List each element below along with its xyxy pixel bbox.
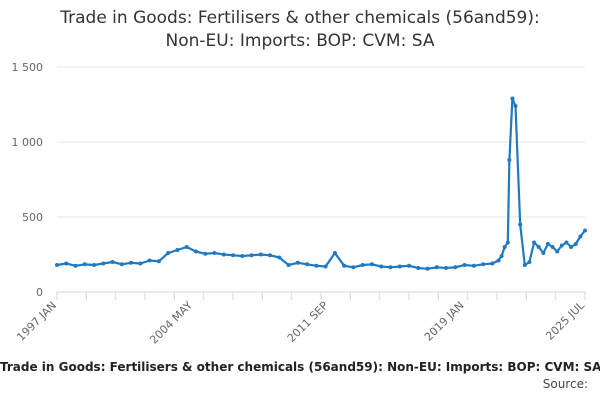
chart-title-line-1: Trade in Goods: Fertilisers & other chem… (60, 8, 540, 28)
x-tick-label: 2011 SEP (285, 299, 331, 345)
data-point (351, 265, 356, 270)
data-point (110, 260, 115, 264)
y-tick-label: 500 (22, 211, 43, 224)
data-point (360, 263, 365, 267)
data-point (314, 263, 319, 268)
data-point (550, 245, 555, 249)
data-point (425, 266, 430, 271)
data-point (490, 261, 495, 266)
data-point (502, 245, 507, 249)
x-tick-label: 2025 JUL (543, 298, 587, 342)
data-point (221, 252, 226, 257)
data-point (268, 253, 273, 258)
data-point (564, 240, 569, 245)
data-point (388, 265, 393, 270)
data-point (82, 262, 87, 267)
data-point (101, 261, 106, 266)
data-point (342, 263, 347, 268)
data-point (332, 251, 337, 255)
data-point (499, 254, 504, 258)
data-point (193, 249, 198, 254)
data-point (522, 263, 527, 267)
data-point (277, 255, 282, 260)
data-point (578, 234, 583, 239)
data-point (92, 263, 97, 267)
data-point (129, 260, 134, 265)
data-point (64, 261, 69, 266)
data-point (203, 251, 208, 256)
data-point (434, 265, 439, 270)
data-point (138, 261, 143, 266)
data-point (545, 242, 550, 246)
data-point (471, 263, 476, 268)
chart-title-line-2: Non-EU: Imports: BOP: CVM: SA (165, 31, 435, 51)
data-point (258, 252, 263, 257)
data-point (532, 240, 537, 245)
data-point (305, 262, 310, 267)
data-point (462, 263, 467, 267)
data-point (536, 245, 541, 249)
data-point (518, 222, 523, 227)
data-point (379, 264, 384, 269)
data-point (212, 251, 217, 255)
data-point (510, 96, 515, 101)
data-point (407, 263, 411, 268)
data-point (147, 258, 152, 263)
data-point (559, 243, 564, 248)
data-point (397, 264, 402, 269)
data-point (240, 254, 245, 258)
x-tick-label: 1997 JAN (14, 299, 59, 344)
series-line (56, 97, 586, 270)
data-point (444, 266, 449, 270)
data-point (286, 263, 291, 267)
data-point (295, 260, 300, 265)
footer-series-title: Trade in Goods: Fertilisers & other chem… (0, 360, 600, 374)
data-point (184, 245, 189, 249)
footer-source-label: Source: (542, 377, 588, 391)
data-point (166, 251, 171, 255)
data-point (369, 262, 374, 267)
data-point (453, 265, 458, 270)
data-point (323, 264, 328, 269)
data-point (119, 262, 124, 267)
chart-title: Trade in Goods: Fertilisers & other chem… (0, 7, 600, 53)
data-point (496, 258, 501, 263)
data-point (513, 104, 518, 108)
data-point (507, 158, 512, 162)
data-point (573, 242, 578, 246)
y-tick-label: 1 500 (12, 61, 44, 74)
data-point (555, 249, 560, 254)
data-point (231, 253, 235, 258)
data-point (416, 266, 421, 270)
data-point (505, 240, 510, 245)
data-point (481, 262, 486, 267)
data-point (527, 260, 532, 264)
y-tick-label: 0 (36, 286, 43, 299)
data-point (175, 248, 180, 252)
x-tick-label: 2004 MAY (147, 299, 195, 347)
data-point (583, 228, 587, 233)
data-point (249, 253, 254, 258)
data-point (541, 251, 546, 255)
data-point (569, 245, 574, 249)
x-tick-label: 2019 JAN (422, 299, 467, 344)
data-point (156, 259, 161, 264)
data-point (55, 263, 59, 267)
y-tick-label: 1 000 (12, 136, 44, 149)
data-point (73, 263, 78, 268)
